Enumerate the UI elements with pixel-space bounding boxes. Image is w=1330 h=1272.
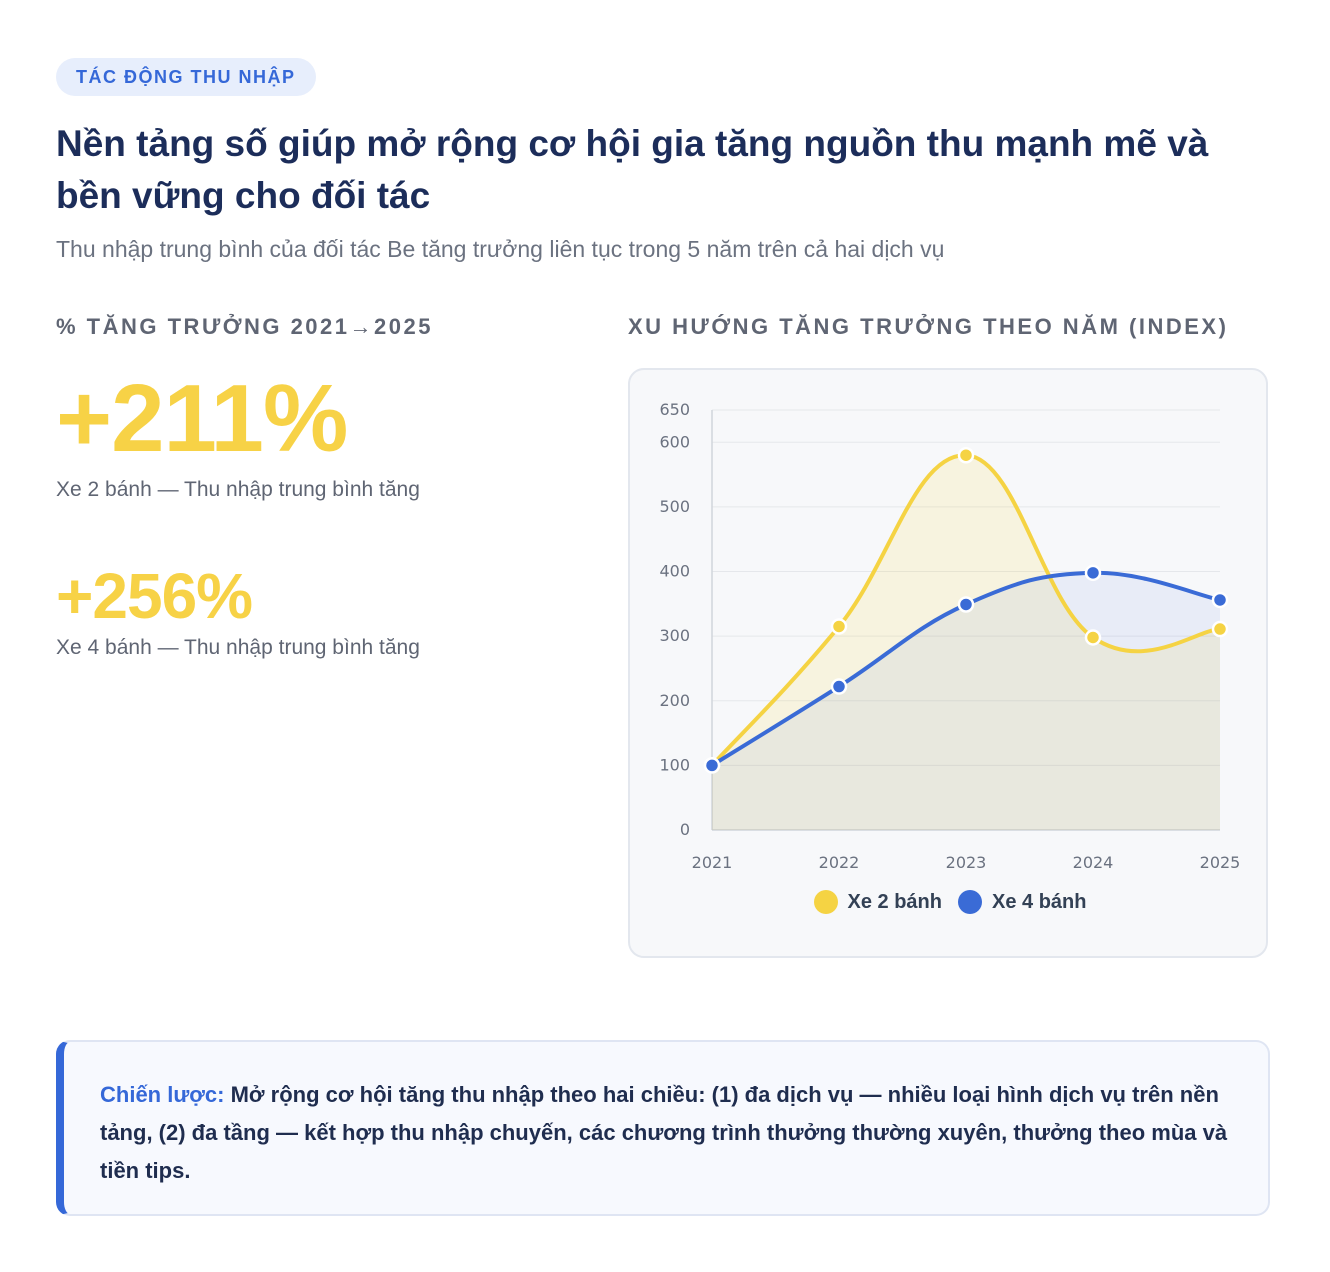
legend-label-two-wheel: Xe 2 bánh xyxy=(847,890,942,913)
legend-swatch-two-wheel xyxy=(813,890,838,914)
y-tick-label: 200 xyxy=(659,691,690,710)
y-tick-label: 0 xyxy=(680,820,690,839)
strategy-callout: Chiến lược: Mở rộng cơ hội tăng thu nhập… xyxy=(56,1040,1270,1216)
growth-label: % TĂNG TRƯỞNG 2021→2025 xyxy=(56,314,433,339)
trend-chart: 0 100 200 300 400 500 600 650 2021 2022 2023 2024 20… xyxy=(659,400,1241,872)
data-point-four-wheel xyxy=(1211,591,1229,609)
data-point-two-wheel xyxy=(957,446,975,464)
trend-chart-card: 0 100 200 300 400 500 600 650 2021 2022 2023 2024 20… xyxy=(628,368,1268,958)
series-area-two-wheel xyxy=(712,455,1220,830)
data-point-four-wheel xyxy=(957,596,975,613)
data-point-four-wheel xyxy=(1084,564,1102,582)
data-point-four-wheel xyxy=(830,678,848,695)
x-tick-label: 2025 xyxy=(1200,853,1241,872)
section-tag: TÁC ĐỘNG THU NHẬP xyxy=(56,58,316,96)
x-tick-label: 2023 xyxy=(946,853,987,872)
page-title: Nền tảng số giúp mở rộng cơ hội gia tăng… xyxy=(56,123,1209,216)
legend-item-two-wheel[interactable]: Xe 2 bánh xyxy=(813,890,942,914)
y-tick-label: 500 xyxy=(659,497,690,516)
four-wheel-growth-caption: Xe 4 bánh — Thu nhập trung bình tăng xyxy=(56,636,420,659)
x-tick-label: 2021 xyxy=(692,853,733,872)
legend-swatch-four-wheel xyxy=(958,890,982,914)
strategy-body: Mở rộng cơ hội tăng thu nhập theo hai ch… xyxy=(100,1082,1228,1183)
y-tick-label: 100 xyxy=(659,755,690,774)
x-tick-label: 2022 xyxy=(819,853,860,872)
y-tick-label: 650 xyxy=(659,400,690,419)
legend-label-four-wheel: Xe 4 bánh xyxy=(992,890,1087,913)
data-point-two-wheel xyxy=(1211,620,1229,638)
strategy-keyword: Chiến lược: xyxy=(100,1082,225,1107)
legend-item-four-wheel[interactable]: Xe 4 bánh xyxy=(958,890,1086,914)
four-wheel-growth-value: +256% xyxy=(56,560,253,632)
chart-legend: Xe 2 bánh Xe 4 bánh xyxy=(630,890,1270,914)
y-tick-label: 400 xyxy=(659,562,690,581)
x-tick-label: 2024 xyxy=(1073,853,1114,872)
two-wheel-growth-caption: Xe 2 bánh — Thu nhập trung bình tăng xyxy=(56,478,420,501)
trend-chart-label: XU HƯỚNG TĂNG TRƯỞNG THEO NĂM (INDEX) xyxy=(628,314,1229,339)
two-wheel-growth-value: +211% xyxy=(56,365,348,472)
data-point-two-wheel xyxy=(830,618,848,635)
y-tick-label: 300 xyxy=(659,626,690,645)
strategy-text: Chiến lược: Mở rộng cơ hội tăng thu nhập… xyxy=(100,1076,1228,1190)
y-tick-label: 600 xyxy=(659,432,690,451)
data-point-two-wheel xyxy=(1084,629,1102,646)
data-point-four-wheel xyxy=(703,757,721,774)
page-subtitle: Thu nhập trung bình của đối tác Be tăng … xyxy=(56,236,945,262)
